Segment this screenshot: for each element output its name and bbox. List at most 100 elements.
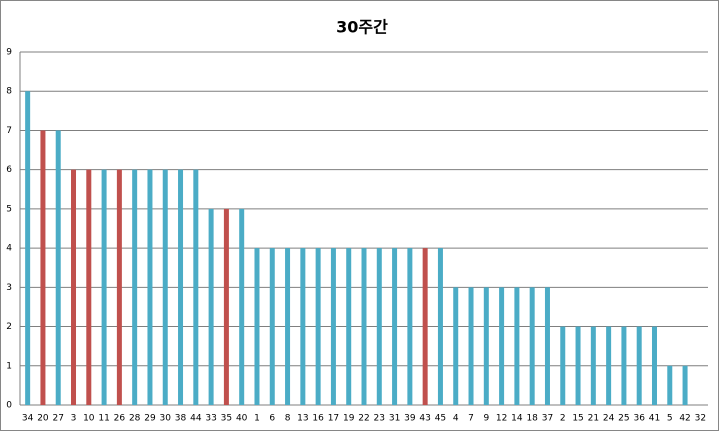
x-tick-label: 13: [297, 414, 308, 424]
x-tick-label: 16: [312, 414, 324, 424]
y-tick-label: 1: [6, 361, 12, 371]
x-tick-label: 5: [667, 414, 673, 424]
bar: [132, 169, 138, 405]
bar: [71, 169, 77, 405]
bar: [560, 326, 566, 405]
x-tick-label: 25: [618, 414, 629, 424]
y-tick-label: 7: [6, 126, 12, 136]
bar: [346, 248, 352, 405]
y-tick-label: 4: [6, 244, 12, 254]
x-tick-label: 36: [633, 414, 645, 424]
y-tick-label: 8: [6, 87, 12, 97]
bar: [575, 326, 581, 405]
bar: [25, 91, 31, 405]
x-tick-label: 10: [83, 414, 95, 424]
x-tick-label: 1: [254, 414, 260, 424]
bar: [483, 287, 489, 405]
bar: [392, 248, 398, 405]
x-tick-label: 8: [285, 414, 291, 424]
x-tick-label: 33: [205, 414, 216, 424]
bar: [606, 326, 612, 405]
bar: [269, 248, 275, 405]
bar: [544, 287, 550, 405]
x-tick-label: 18: [526, 414, 538, 424]
y-tick-label: 2: [6, 322, 12, 332]
x-tick-label: 34: [22, 414, 34, 424]
bar: [193, 169, 199, 405]
bar: [40, 130, 46, 405]
x-tick-label: 35: [221, 414, 232, 424]
bar: [407, 248, 413, 405]
bar: [147, 169, 153, 405]
x-tick-label: 17: [328, 414, 339, 424]
x-tick-label: 6: [269, 414, 275, 424]
x-tick-label: 43: [419, 414, 430, 424]
x-tick-label: 30: [160, 414, 172, 424]
bar: [376, 248, 382, 405]
x-tick-label: 29: [144, 414, 156, 424]
x-tick-label: 2: [560, 414, 566, 424]
x-tick-label: 21: [588, 414, 599, 424]
x-tick-label: 31: [389, 414, 400, 424]
x-tick-label: 3: [71, 414, 77, 424]
x-tick-label: 44: [190, 414, 202, 424]
x-tick-label: 14: [511, 414, 523, 424]
y-tick-label: 9: [6, 48, 12, 58]
bar: [300, 248, 306, 405]
x-tick-label: 37: [542, 414, 553, 424]
bar: [453, 287, 459, 405]
bar: [361, 248, 367, 405]
bar: [208, 208, 214, 405]
y-tick-label: 5: [6, 204, 12, 214]
x-tick-label: 39: [404, 414, 416, 424]
bar: [116, 169, 122, 405]
x-tick-label: 7: [468, 414, 474, 424]
bar: [315, 248, 321, 405]
y-tick-label: 3: [6, 283, 12, 293]
x-tick-label: 32: [695, 414, 706, 424]
bar: [86, 169, 92, 405]
x-tick-label: 22: [358, 414, 369, 424]
bar: [682, 365, 688, 405]
bar: [468, 287, 474, 405]
bar: [239, 208, 245, 405]
bar: [636, 326, 642, 405]
bar: [437, 248, 443, 405]
bar: [162, 169, 168, 405]
x-tick-label: 26: [114, 414, 126, 424]
bar: [667, 365, 673, 405]
y-tick-label: 6: [6, 165, 12, 175]
chart-title: 30주간: [336, 18, 388, 37]
x-tick-label: 9: [483, 414, 489, 424]
x-tick-label: 24: [603, 414, 615, 424]
bar: [101, 169, 107, 405]
bar: [178, 169, 184, 405]
x-tick-label: 45: [435, 414, 446, 424]
x-tick-label: 11: [98, 414, 109, 424]
bar: [651, 326, 657, 405]
x-tick-label: 38: [175, 414, 187, 424]
bar: [529, 287, 535, 405]
x-tick-label: 20: [37, 414, 49, 424]
bar: [330, 248, 336, 405]
x-tick-label: 40: [236, 414, 248, 424]
y-tick-label: 0: [6, 401, 12, 411]
x-tick-label: 12: [496, 414, 507, 424]
x-tick-label: 23: [374, 414, 385, 424]
bar: [499, 287, 505, 405]
x-tick-label: 27: [52, 414, 63, 424]
x-tick-label: 4: [453, 414, 459, 424]
x-tick-label: 19: [343, 414, 355, 424]
bar: [285, 248, 291, 405]
bar: [514, 287, 520, 405]
bar: [223, 208, 229, 405]
x-tick-label: 41: [649, 414, 660, 424]
bar: [254, 248, 260, 405]
bar: [590, 326, 596, 405]
bar: [422, 248, 428, 405]
bar: [55, 130, 61, 405]
x-tick-label: 15: [572, 414, 583, 424]
x-tick-label: 42: [679, 414, 690, 424]
x-tick-label: 28: [129, 414, 141, 424]
